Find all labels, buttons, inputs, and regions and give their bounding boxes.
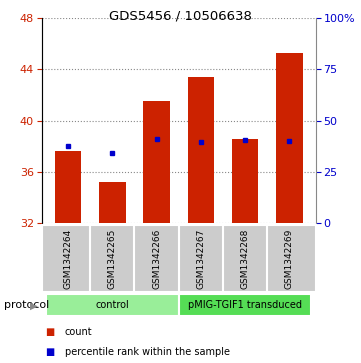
Text: GSM1342267: GSM1342267 — [196, 228, 205, 289]
Text: GSM1342265: GSM1342265 — [108, 228, 117, 289]
Bar — [46, 294, 179, 317]
Bar — [276, 53, 303, 223]
Text: protocol: protocol — [4, 300, 49, 310]
Text: ▶: ▶ — [30, 300, 38, 310]
Bar — [179, 294, 312, 317]
Text: control: control — [95, 300, 129, 310]
Text: percentile rank within the sample: percentile rank within the sample — [65, 347, 230, 357]
Text: GDS5456 / 10506638: GDS5456 / 10506638 — [109, 9, 252, 22]
Bar — [99, 182, 126, 223]
Bar — [232, 139, 258, 223]
Bar — [55, 151, 81, 223]
Text: GSM1342269: GSM1342269 — [285, 228, 294, 289]
Bar — [188, 77, 214, 223]
Text: GSM1342264: GSM1342264 — [64, 229, 73, 289]
Text: ■: ■ — [45, 327, 55, 337]
Text: count: count — [65, 327, 93, 337]
Text: ■: ■ — [45, 347, 55, 357]
Text: GSM1342266: GSM1342266 — [152, 228, 161, 289]
Text: pMIG-TGIF1 transduced: pMIG-TGIF1 transduced — [188, 300, 302, 310]
Text: GSM1342268: GSM1342268 — [240, 228, 249, 289]
Bar — [143, 102, 170, 223]
